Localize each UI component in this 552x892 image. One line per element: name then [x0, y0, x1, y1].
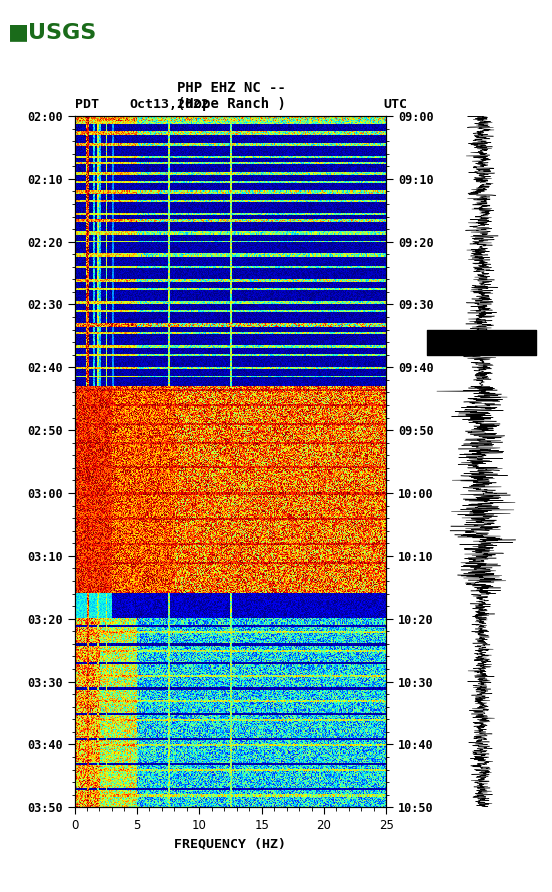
Text: (Hope Ranch ): (Hope Ranch )	[177, 96, 286, 111]
Text: PDT: PDT	[75, 97, 98, 111]
Text: Oct13,2022: Oct13,2022	[130, 97, 210, 111]
X-axis label: FREQUENCY (HZ): FREQUENCY (HZ)	[174, 838, 286, 851]
Text: ■USGS: ■USGS	[8, 22, 98, 42]
Text: UTC: UTC	[384, 97, 407, 111]
Text: PHP EHZ NC --: PHP EHZ NC --	[177, 81, 286, 95]
